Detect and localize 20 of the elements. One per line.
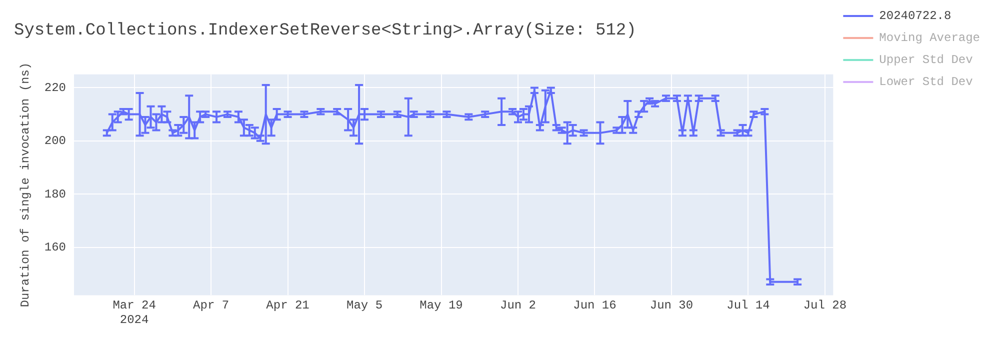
chart-title: System.Collections.IndexerSetReverse<String>.Array(Size: 512) — [14, 22, 636, 41]
x-tick-label: Jun 2 — [500, 298, 536, 313]
x-tick-label: Jun 16 — [573, 298, 616, 313]
y-axis-title: Duration of single invocation (ns) — [18, 62, 32, 308]
legend-label: Moving Average — [879, 31, 980, 46]
x-tick-label: Mar 24 2024 — [112, 298, 156, 327]
legend-label: 20240722.8 — [879, 9, 952, 24]
y-tick-label: 180 — [44, 187, 66, 202]
x-tick-label: Jul 14 — [726, 298, 770, 313]
x-tick-label: May 19 — [420, 298, 463, 313]
x-tick-label: Jul 28 — [803, 298, 847, 313]
x-tick-label: Apr 21 — [266, 298, 310, 313]
legend-label: Upper Std Dev — [879, 53, 973, 68]
y-tick-label: 220 — [44, 80, 66, 95]
x-tick-label: Apr 7 — [193, 298, 230, 313]
y-tick-label: 160 — [44, 240, 66, 254]
x-tick-label: Jun 30 — [650, 298, 694, 313]
x-tick-label: May 5 — [346, 298, 383, 313]
y-tick-label: 200 — [44, 134, 66, 148]
legend-label: Lower Std Dev — [879, 75, 973, 90]
